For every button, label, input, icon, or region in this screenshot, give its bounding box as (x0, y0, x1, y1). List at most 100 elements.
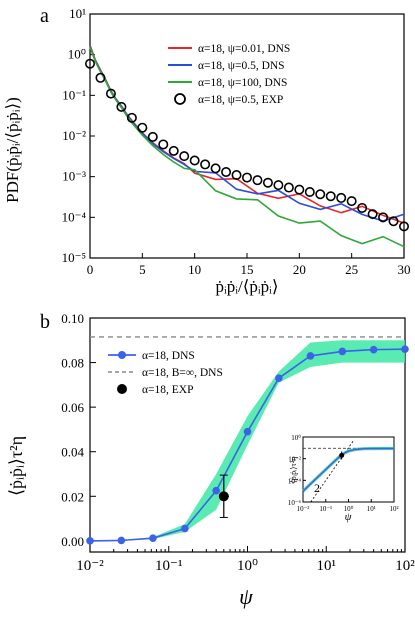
exp-data-point (304, 186, 315, 197)
dns-data-point (338, 347, 347, 356)
x-tick-label: 15 (241, 262, 254, 277)
x-tick-label: 10² (395, 558, 415, 574)
exp-data-point (262, 177, 273, 188)
dns-data-point (275, 374, 283, 382)
inset-slope-annotation: 2 (314, 481, 320, 495)
x-tick-label: 10 (188, 262, 201, 277)
y-tick-label: 10⁻⁴ (62, 209, 87, 224)
inset-dns-line (302, 447, 394, 492)
panel-b-label: b (40, 311, 50, 333)
exp-data-point (137, 122, 148, 133)
panel-a-plot: 0 5 10 15 20 25 30 10⁻⁵ 10⁻⁴ 10⁻³ 10⁻² 10⁻¹ 10⁰ 10¹ α=… (62, 6, 411, 277)
legend-entry: α=18, DNS (142, 350, 195, 362)
dns-data-point (401, 345, 409, 354)
dns-data-point (306, 352, 315, 360)
exp-data-point (210, 163, 221, 174)
inset-y-tick-label: 10⁻⁶ (288, 499, 302, 507)
legend-swatch (174, 93, 186, 105)
inset-x-tick-label: 10² (389, 505, 398, 513)
inset-y-tick-label: 10⁻² (288, 456, 301, 464)
panel-b-ylabel: ⟨ṗᵢṗᵢ⟩τ²η (6, 436, 26, 496)
y-tick-label: 0.00 (61, 534, 84, 549)
legend-entry: α=18, ψ=100, DNS (198, 77, 287, 89)
x-tick-label: 30 (398, 262, 411, 277)
dns-data-point (243, 427, 252, 436)
exp-data-point (294, 184, 305, 195)
y-tick-label: 10⁰ (68, 47, 86, 62)
panel-a-ylabel: PDF(ṗᵢṗᵢ/⟨ṗᵢṗᵢ⟩) (3, 97, 22, 203)
panel-b-xlabel: ψ (239, 584, 253, 609)
exp-data-point (200, 159, 211, 170)
series-line (89, 47, 405, 248)
legend-entry: α=18, ψ=0.01, DNS (198, 43, 290, 55)
exp-data-point (398, 221, 409, 232)
panel-a-xlabel: ṗᵢṗᵢ/⟨ṗᵢṗᵢ⟩ (215, 277, 278, 296)
y-tick-label: 10¹ (69, 6, 86, 21)
x-tick-label: 10¹ (317, 558, 337, 574)
exp-data-point (242, 172, 253, 183)
inset-y-tick-label: 10⁻⁴ (288, 477, 302, 485)
series-line (89, 46, 405, 222)
dns-data-point (86, 537, 94, 545)
legend-entry: α=18, EXP (142, 384, 194, 396)
exp-data-point (85, 58, 96, 69)
panel-a-label: a (40, 5, 49, 27)
y-tick-label: 10⁻³ (62, 169, 86, 184)
legend-swatch-marker (118, 351, 126, 359)
exp-data-point (189, 155, 200, 166)
uncertainty-band (90, 340, 405, 541)
x-tick-label: 25 (345, 262, 358, 277)
x-tick-label: 10⁻² (76, 558, 104, 574)
y-tick-label: 10⁻⁵ (62, 250, 86, 265)
exp-data-point (147, 131, 158, 142)
exp-data-point (231, 169, 242, 180)
exp-data-point (168, 145, 179, 156)
exp-data-point (95, 72, 106, 83)
inset-x-tick-label: 10⁻² (297, 505, 310, 513)
exp-data-point (388, 216, 399, 227)
exp-data-point (158, 139, 169, 150)
inset-ylabel: ⟨ṗᵢṗᵢ⟩τ²η (289, 457, 298, 484)
x-tick-label: 0 (87, 262, 94, 277)
exp-data-point (105, 88, 116, 99)
y-tick-label: 0.06 (61, 400, 84, 415)
y-tick-label: 0.04 (61, 445, 84, 460)
dns-data-point (149, 534, 157, 542)
legend-entry: α=18, ψ=0.5, EXP (198, 94, 283, 106)
exp-data-point (378, 212, 389, 223)
exp-data-point (346, 196, 357, 207)
exp-data-point (126, 112, 137, 123)
inset-y-tick-label: 10⁰ (291, 434, 301, 442)
x-tick-label: 20 (293, 262, 306, 277)
panel-b-plot: 10⁻² 10⁻¹ 10⁰ 10¹ 10² 0.00 0.02 0.04 0.06 0.08 0.1… (61, 311, 415, 574)
exp-data-point (218, 491, 229, 502)
inset-xlabel: ψ (345, 511, 352, 523)
exp-data-point (273, 180, 284, 191)
x-tick-label: 5 (139, 262, 146, 277)
exp-data-point (221, 167, 232, 178)
y-tick-label: 0.10 (61, 311, 84, 326)
dns-data-point (117, 536, 126, 545)
exp-data-point (336, 192, 347, 203)
exp-data-point (283, 182, 294, 193)
y-tick-label: 10⁻¹ (62, 87, 86, 102)
inset-x-tick-label: 10¹ (367, 505, 376, 513)
legend-entry: α=18, B=∞, DNS (142, 367, 223, 379)
exp-data-point (315, 189, 326, 200)
dns-data-point (181, 524, 189, 533)
inset-x-tick-label: 10⁰ (344, 505, 354, 513)
exp-data-point (367, 209, 378, 220)
exp-data-point (357, 202, 368, 213)
inset-x-tick-label: 10⁻¹ (319, 505, 332, 513)
x-tick-label: 10⁰ (237, 558, 258, 574)
x-tick-label: 10⁻¹ (155, 558, 182, 574)
y-tick-label: 0.08 (61, 356, 84, 371)
dns-data-point (369, 345, 378, 354)
y-tick-label: 0.02 (61, 489, 84, 504)
dns-data-point (212, 486, 220, 495)
legend-swatch (117, 384, 127, 394)
exp-data-point (252, 175, 263, 186)
exp-data-point (325, 191, 336, 202)
inset-exp-point (339, 452, 345, 458)
